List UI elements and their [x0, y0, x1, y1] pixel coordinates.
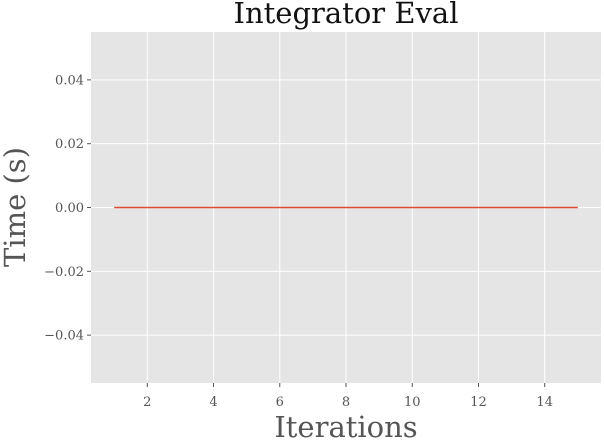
y-ticks: −0.04 −0.02 0.00 0.02 0.04 — [44, 73, 91, 344]
x-tick-label: 6 — [276, 395, 284, 410]
chart-title: Integrator Eval — [234, 0, 459, 30]
x-tick-label: 4 — [209, 395, 217, 410]
x-axis-label: Iterations — [274, 410, 417, 444]
y-tick-label: 0.02 — [55, 137, 84, 152]
y-tick-label: −0.04 — [44, 329, 84, 344]
x-tick-label: 12 — [470, 395, 487, 410]
x-tick-label: 8 — [342, 395, 350, 410]
x-tick-label: 14 — [536, 395, 553, 410]
x-tick-label: 2 — [143, 395, 151, 410]
y-tick-label: 0.00 — [55, 201, 84, 216]
x-tick-label: 10 — [404, 395, 421, 410]
y-tick-label: −0.02 — [44, 265, 84, 280]
x-ticks: 2 4 6 8 10 12 14 — [143, 383, 553, 410]
y-axis-label: Time (s) — [0, 147, 32, 267]
y-tick-label: 0.04 — [55, 73, 84, 88]
